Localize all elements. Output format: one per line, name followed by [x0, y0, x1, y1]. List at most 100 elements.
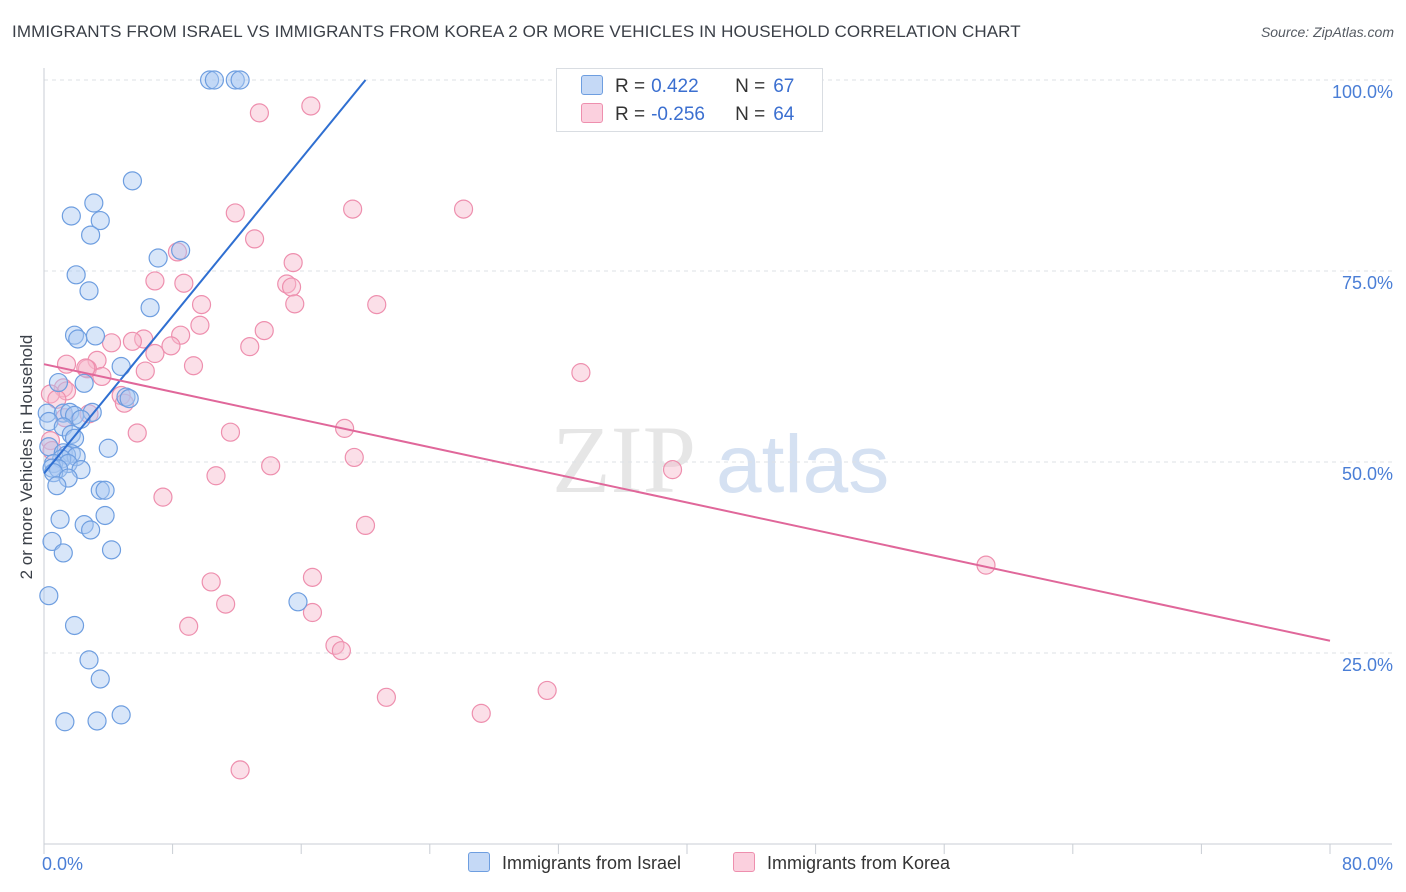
y-tick-label: 50.0% [1342, 464, 1393, 484]
israel-point [95, 480, 115, 500]
israel-point [98, 438, 118, 458]
korea-point [537, 680, 557, 701]
korea-point [220, 422, 241, 442]
israel-point [42, 531, 62, 552]
korea-point [230, 760, 250, 780]
israel-point [74, 373, 94, 393]
israel-point [90, 210, 110, 231]
korea-point [167, 242, 188, 262]
israel-r-value: 0.422 [651, 76, 699, 97]
korea-point [325, 635, 345, 655]
korea-point [145, 343, 165, 364]
korea-point [40, 384, 61, 404]
israel-legend-label: Immigrants from Israel [502, 853, 682, 873]
x-tick-label: 0.0% [42, 854, 83, 874]
israel-r-label: R = [615, 76, 646, 97]
korea-r-value: -0.256 [651, 104, 705, 125]
israel-point [84, 193, 104, 213]
israel-point [199, 70, 220, 90]
israel-point [39, 586, 59, 606]
y-tick-label: 75.0% [1342, 273, 1393, 293]
israel-point [66, 265, 86, 285]
israel-point [58, 468, 78, 488]
watermark-atlas: atlas [716, 419, 889, 510]
korea-point [376, 687, 396, 707]
korea-point [283, 252, 303, 273]
tick-labels: 25.0% 50.0% 75.0% 100.0% 0.0% 80.0% [42, 82, 1393, 874]
korea-r-label: R = [615, 104, 646, 125]
korea-point [135, 361, 155, 381]
korea-point [190, 315, 210, 335]
korea-point [225, 203, 245, 223]
israel-point [39, 411, 59, 432]
korea-point [302, 602, 323, 623]
israel-point [90, 669, 110, 689]
israel-point [87, 711, 107, 731]
grid-lines [44, 79, 1392, 654]
israel-point [90, 480, 110, 500]
israel-n-label: N = [735, 76, 766, 97]
korea-point [122, 331, 143, 351]
watermark-zip: ZIP [552, 406, 696, 513]
axes [43, 68, 1392, 854]
korea-point [344, 447, 364, 468]
israel-point [68, 329, 88, 349]
israel-swatch [581, 75, 603, 95]
korea-point [201, 572, 221, 592]
korea-point [367, 295, 387, 315]
chart-title: IMMIGRANTS FROM ISRAEL VS IMMIGRANTS FRO… [12, 22, 1021, 41]
correlation-legend: R = 0.422 N = 67 R = -0.256 N = 64 [556, 68, 823, 132]
israel-point [53, 417, 73, 437]
korea-trend-line [43, 363, 1331, 642]
korea-n-label: N = [735, 104, 766, 125]
israel-point [81, 225, 101, 245]
israel-point [64, 615, 85, 636]
israel-point [79, 281, 99, 301]
korea-point [301, 96, 321, 116]
israel-point [74, 515, 94, 535]
israel-point [148, 248, 168, 268]
watermark: ZIP atlas [552, 406, 889, 513]
korea-point [153, 487, 173, 507]
korea-n-value: 64 [773, 104, 795, 125]
korea-point [244, 229, 265, 249]
israel-point [230, 70, 250, 90]
korea-point [662, 460, 683, 480]
korea-point [161, 336, 181, 356]
trend-lines [43, 79, 1331, 642]
korea-legend-swatch [733, 852, 755, 872]
israel-point [140, 298, 160, 318]
y-tick-label: 100.0% [1332, 82, 1393, 102]
israel-trend-line [43, 79, 367, 475]
korea-point [281, 277, 302, 297]
israel-point [95, 505, 115, 526]
korea-point [331, 641, 351, 661]
israel-point [47, 476, 67, 496]
korea-legend-label: Immigrants from Korea [767, 853, 951, 873]
israel-point [48, 372, 69, 393]
korea-point [249, 103, 270, 123]
korea-point [174, 273, 194, 293]
israel-point [55, 712, 75, 732]
korea-point [471, 703, 491, 723]
israel-point [225, 70, 245, 90]
israel-point [119, 388, 139, 409]
israel-point [53, 543, 73, 563]
korea-point [101, 333, 122, 353]
legend-row-korea: R = -0.256 N = 64 [581, 103, 794, 127]
korea-point [343, 199, 363, 219]
korea-point [206, 466, 226, 486]
korea-point [302, 567, 323, 587]
israel-point [79, 650, 99, 670]
korea-point [571, 363, 591, 383]
israel-point [61, 206, 81, 226]
y-tick-label: 25.0% [1342, 655, 1393, 675]
korea-point [355, 515, 376, 536]
israel-points [37, 70, 308, 732]
korea-point [183, 356, 204, 376]
israel-point [81, 520, 101, 540]
series-legend-israel: Immigrants from Israel [468, 852, 681, 874]
israel-point [101, 540, 122, 560]
israel-point [50, 509, 70, 529]
